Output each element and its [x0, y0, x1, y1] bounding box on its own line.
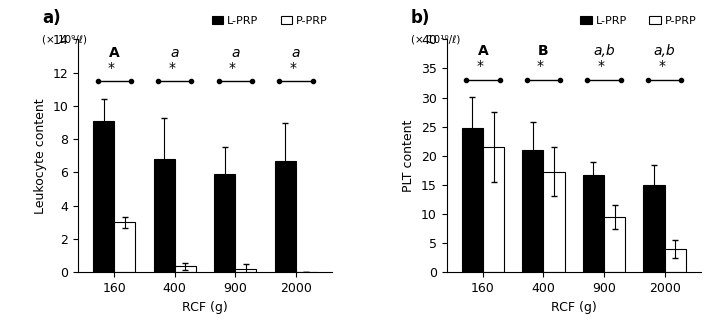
- Text: a: a: [171, 46, 179, 60]
- Text: a: a: [231, 46, 239, 60]
- Text: a,b: a,b: [593, 44, 615, 58]
- Text: a): a): [42, 9, 61, 27]
- Bar: [154, 159, 175, 272]
- Text: *: *: [108, 61, 115, 75]
- Text: a: a: [292, 46, 300, 60]
- Text: a,b: a,b: [653, 44, 675, 58]
- Bar: [644, 185, 665, 272]
- Text: *: *: [598, 59, 605, 72]
- Text: (× 10⁹/ℓ): (× 10⁹/ℓ): [42, 35, 87, 45]
- Bar: [275, 161, 296, 272]
- Text: B: B: [538, 44, 549, 58]
- Bar: [523, 150, 544, 272]
- X-axis label: RCF (g): RCF (g): [551, 300, 597, 314]
- Text: A: A: [478, 44, 489, 58]
- Bar: [235, 269, 256, 272]
- Legend: L-PRP, P-PRP: L-PRP, P-PRP: [210, 15, 329, 27]
- Bar: [214, 174, 235, 272]
- Bar: [604, 217, 625, 272]
- Text: b): b): [411, 9, 430, 27]
- Bar: [483, 147, 504, 272]
- Bar: [175, 266, 196, 272]
- Bar: [665, 249, 686, 272]
- Text: *: *: [290, 61, 297, 75]
- Text: *: *: [658, 59, 665, 72]
- Legend: L-PRP, P-PRP: L-PRP, P-PRP: [579, 15, 698, 27]
- Y-axis label: Leukocyte content: Leukocyte content: [34, 98, 47, 214]
- Text: *: *: [169, 61, 175, 75]
- Text: A: A: [109, 46, 120, 60]
- Text: *: *: [229, 61, 236, 75]
- Bar: [462, 128, 483, 272]
- Text: *: *: [537, 59, 544, 72]
- X-axis label: RCF (g): RCF (g): [182, 300, 228, 314]
- Bar: [583, 175, 604, 272]
- Bar: [93, 121, 114, 272]
- Bar: [544, 172, 565, 272]
- Bar: [114, 222, 135, 272]
- Text: *: *: [476, 59, 484, 72]
- Y-axis label: PLT content: PLT content: [402, 120, 416, 192]
- Text: (× 10¹⁰/ℓ): (× 10¹⁰/ℓ): [411, 35, 460, 45]
